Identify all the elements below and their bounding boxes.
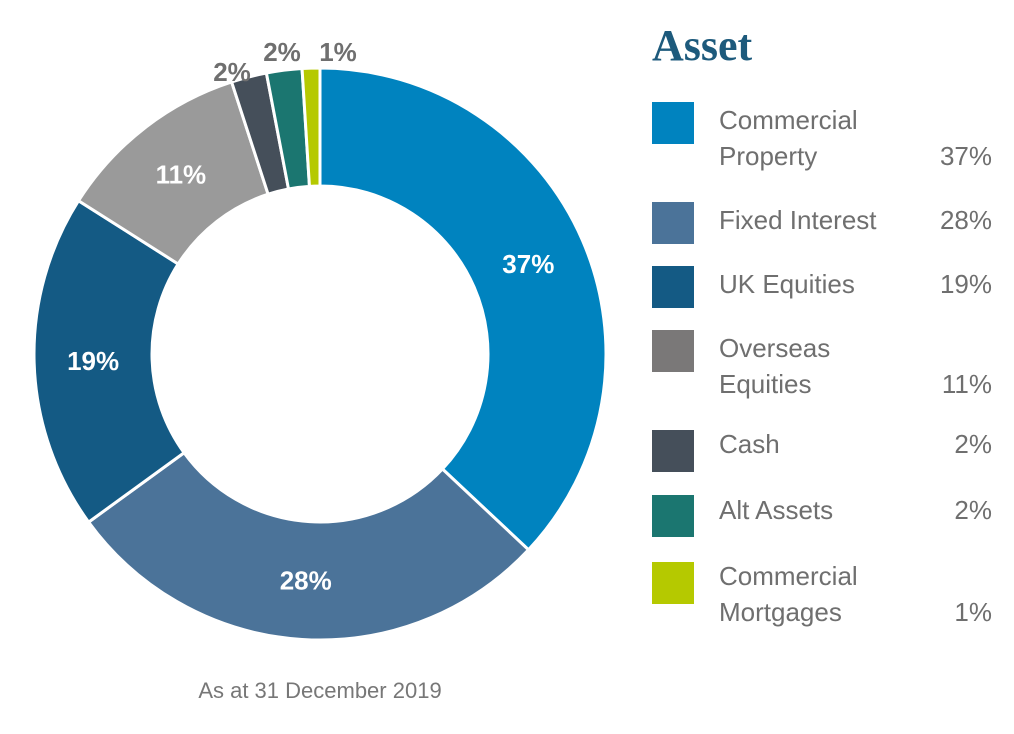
- legend-title: Asset: [652, 21, 753, 70]
- legend-item-uk-equities: UK Equities 19%: [652, 100, 992, 308]
- legend-item-fixed-interest: Fixed Interest 28%: [652, 100, 992, 244]
- as-at-date-note: As at 31 December 2019: [198, 678, 442, 703]
- legend-item-cash: Cash 2%: [652, 100, 992, 472]
- legend-value: 1%: [954, 597, 992, 627]
- legend-item-overseas-equities: Overseas Equities 11%: [652, 100, 992, 399]
- slice-commercial-property: [318, 66, 608, 552]
- legend-label: Fixed Interest: [719, 205, 877, 235]
- legend-swatch: [652, 330, 694, 372]
- legend-label: Cash: [719, 429, 780, 459]
- legend-item-commercial-property: Commercial Property 37%: [652, 100, 992, 172]
- data-label-uk-equities: 19%: [67, 346, 119, 376]
- legend-value: 2%: [954, 429, 992, 459]
- legend-swatch: [652, 266, 694, 308]
- legend-label: Commercial Property: [719, 105, 858, 171]
- data-label-commercial-property: 37%: [502, 249, 554, 279]
- legend-swatch: [652, 430, 694, 472]
- legend-label: Alt Assets: [719, 495, 834, 525]
- data-label-overseas-equities: 11%: [156, 160, 207, 190]
- donut-chart: 37% 28% 19% 11% 2% 2% 1%: [32, 37, 608, 642]
- legend-item-commercial-mortgages: Commercial Mortgages 1%: [652, 100, 992, 627]
- legend-value: 37%: [939, 141, 992, 171]
- legend-swatch: [652, 102, 694, 144]
- slice-fixed-interest: [86, 450, 531, 642]
- legend-value: 2%: [954, 495, 992, 525]
- slice-uk-equities: [32, 198, 187, 525]
- legend-swatch: [652, 495, 694, 537]
- data-label-fixed-interest: 28%: [280, 566, 332, 596]
- legend-item-alt-assets: Alt Assets 2%: [652, 100, 992, 537]
- data-label-commercial-mortgages: 1%: [319, 37, 357, 67]
- legend-swatch: [652, 562, 694, 604]
- data-label-alt-assets: 2%: [263, 37, 301, 67]
- legend-value: 11%: [941, 369, 992, 399]
- legend-value: 19%: [939, 269, 992, 299]
- legend-swatch: [652, 202, 694, 244]
- legend-label: Commercial Mortgages: [719, 561, 858, 627]
- legend-label: UK Equities: [719, 269, 855, 299]
- legend-label: Overseas Equities: [719, 333, 831, 399]
- data-label-cash: 2%: [213, 57, 251, 87]
- slice-commercial-mortgages: [300, 66, 322, 188]
- legend-value: 28%: [939, 205, 992, 235]
